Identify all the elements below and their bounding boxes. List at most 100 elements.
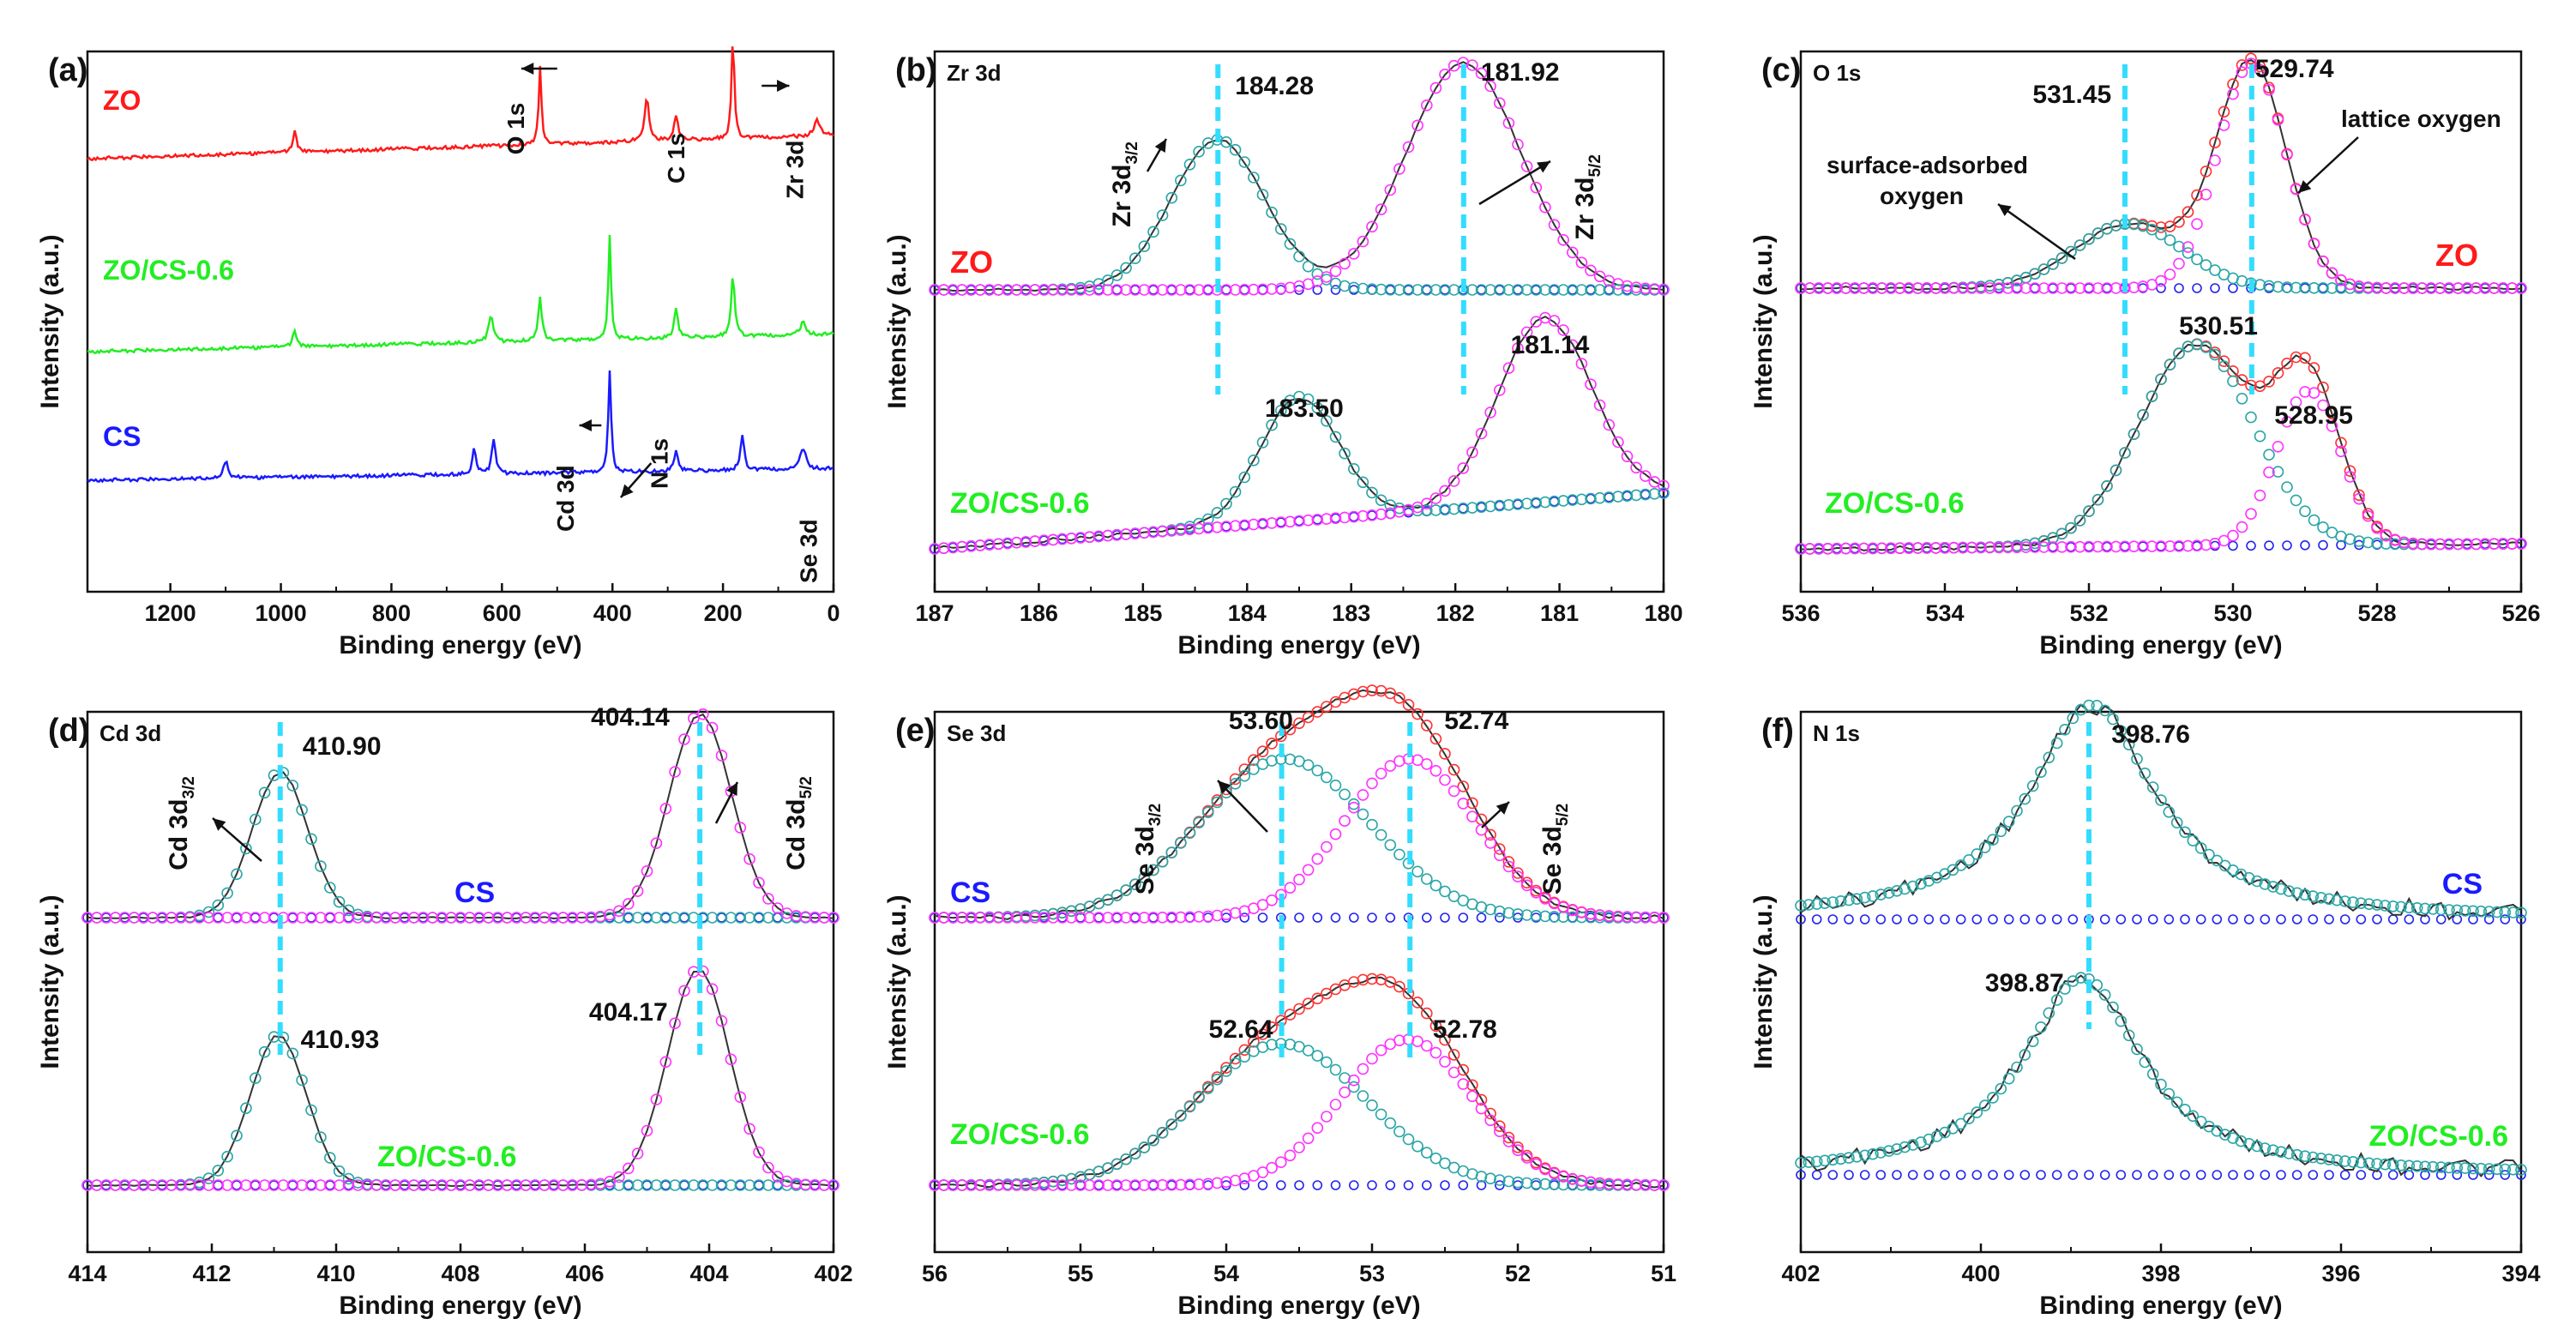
data-point <box>1302 864 1315 876</box>
data-point <box>2452 282 2465 294</box>
data-point <box>156 1179 168 1191</box>
data-point <box>305 1104 317 1117</box>
data-point <box>2515 282 2527 294</box>
data-point <box>1575 284 1588 296</box>
x-tick-label: 54 <box>1213 1261 1239 1286</box>
data-point <box>1978 1099 1991 1111</box>
component-label: Cd 3d5/2 <box>782 776 816 870</box>
data-point <box>974 1179 986 1191</box>
data-point <box>286 1179 299 1191</box>
x-tick-label: 532 <box>2069 600 2108 626</box>
data-point <box>2344 282 2356 294</box>
data-point <box>679 1180 689 1190</box>
data-point <box>1548 315 1561 327</box>
x-axis-label: Binding energy (eV) <box>339 631 581 659</box>
data-point <box>1520 326 1533 339</box>
data-point <box>2331 894 2344 906</box>
peak-label-cd3d: Cd 3d <box>552 465 579 532</box>
data-point <box>2037 541 2050 553</box>
data-point <box>1120 912 1132 924</box>
data-point <box>1429 1152 1442 1165</box>
data-point <box>1010 284 1023 296</box>
arrow-head <box>2298 180 2312 193</box>
data-point <box>1375 203 1387 215</box>
data-point <box>1175 837 1187 849</box>
data-point <box>1939 541 1951 554</box>
data-point <box>1393 163 1405 175</box>
data-point <box>2003 914 2014 924</box>
data-point <box>2299 1150 2311 1162</box>
data-point <box>323 912 336 924</box>
panel-label: (f) <box>1761 713 1794 749</box>
data-point <box>696 1179 709 1191</box>
data-point <box>166 912 178 924</box>
data-point <box>1475 284 1488 296</box>
data-point <box>2001 541 2014 554</box>
data-point <box>2467 905 2479 918</box>
y-axis-label: Intensity (a.u.) <box>1749 234 1778 408</box>
data-point <box>2164 540 2176 552</box>
data-point <box>2132 914 2142 924</box>
data-point <box>1393 1125 1405 1138</box>
data-point <box>1447 1066 1460 1079</box>
data-point <box>2067 1170 2079 1180</box>
data-point <box>213 912 224 923</box>
data-point <box>2055 540 2068 553</box>
data-point <box>1849 542 1861 555</box>
data-point <box>1440 504 1450 515</box>
data-point <box>2164 268 2176 280</box>
data-point <box>1276 517 1286 527</box>
data-point <box>231 868 243 881</box>
data-point <box>1183 159 1196 171</box>
data-point <box>1548 911 1561 923</box>
data-point <box>2200 259 2212 271</box>
data-point <box>2102 541 2112 552</box>
data-point <box>2467 1162 2479 1175</box>
peak-value: 398.87 <box>1985 969 2064 997</box>
data-point <box>2195 914 2206 924</box>
data-point <box>1402 141 1415 154</box>
data-point <box>2290 494 2302 507</box>
data-point <box>249 912 262 924</box>
data-point <box>1375 494 1387 507</box>
data-point <box>650 912 663 924</box>
data-point <box>1329 431 1342 443</box>
x-tick-label: 600 <box>483 600 521 626</box>
data-point <box>1083 912 1096 924</box>
data-point <box>1843 1152 1855 1164</box>
data-point <box>333 1165 346 1177</box>
data-point <box>566 1179 579 1191</box>
data-point <box>2212 1170 2223 1180</box>
annotation-text: lattice oxygen <box>2341 105 2501 132</box>
data-point <box>2131 1043 2143 1056</box>
sample-label: CS <box>950 876 990 909</box>
data-point <box>1183 827 1196 840</box>
data-point <box>984 912 996 924</box>
data-point <box>2191 253 2203 266</box>
data-point <box>2443 282 2455 294</box>
data-point <box>1502 1175 1515 1188</box>
data-point <box>1447 284 1460 296</box>
data-point <box>2115 1015 2128 1027</box>
data-point <box>1502 284 1515 296</box>
data-point <box>2419 902 2431 915</box>
data-point <box>2371 521 2383 534</box>
data-point <box>725 1053 737 1066</box>
data-point <box>715 750 728 762</box>
data-point <box>1893 542 1906 555</box>
data-point <box>128 912 141 924</box>
data-point <box>1447 503 1460 515</box>
data-point <box>669 1017 681 1029</box>
data-point <box>2228 1170 2238 1180</box>
data-point <box>370 912 382 924</box>
data-point <box>1312 515 1323 525</box>
data-point <box>1940 914 1950 924</box>
data-point <box>929 912 941 924</box>
x-tick-label: 404 <box>689 1261 728 1286</box>
data-point <box>1266 1161 1278 1174</box>
data-point <box>2019 541 2032 553</box>
data-point <box>1796 914 1806 924</box>
data-point <box>1202 521 1214 534</box>
data-point <box>1429 81 1442 94</box>
data-point <box>1621 911 1634 923</box>
